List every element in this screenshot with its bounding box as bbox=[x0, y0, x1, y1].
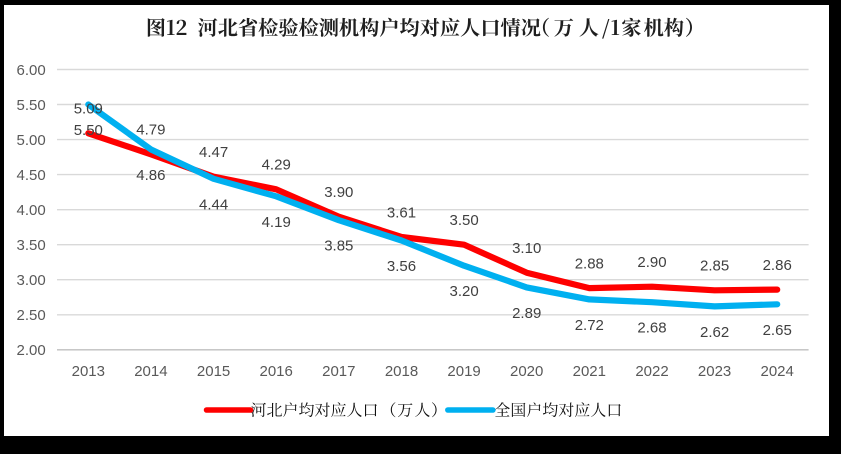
svg-text:4.50: 4.50 bbox=[16, 167, 45, 184]
svg-text:2023: 2023 bbox=[698, 363, 731, 380]
svg-text:5.00: 5.00 bbox=[16, 132, 45, 149]
svg-text:3.85: 3.85 bbox=[324, 238, 353, 255]
svg-text:5.50: 5.50 bbox=[74, 122, 103, 139]
svg-text:3.10: 3.10 bbox=[512, 240, 541, 257]
svg-text:3.50: 3.50 bbox=[449, 212, 478, 229]
svg-text:3.56: 3.56 bbox=[387, 258, 416, 275]
svg-text:2018: 2018 bbox=[385, 363, 418, 380]
svg-text:4.79: 4.79 bbox=[136, 122, 165, 139]
svg-text:4.00: 4.00 bbox=[16, 202, 45, 219]
svg-text:2.65: 2.65 bbox=[763, 322, 792, 339]
svg-text:2.72: 2.72 bbox=[575, 317, 604, 334]
svg-text:4.86: 4.86 bbox=[136, 167, 165, 184]
svg-text:2022: 2022 bbox=[635, 363, 668, 380]
svg-text:2.86: 2.86 bbox=[763, 257, 792, 274]
svg-text:3.20: 3.20 bbox=[449, 283, 478, 300]
svg-text:2019: 2019 bbox=[447, 363, 480, 380]
svg-text:2.89: 2.89 bbox=[512, 305, 541, 322]
svg-text:2.85: 2.85 bbox=[700, 258, 729, 275]
svg-text:4.44: 4.44 bbox=[199, 196, 228, 213]
svg-text:2.88: 2.88 bbox=[575, 256, 604, 273]
svg-text:5.09: 5.09 bbox=[74, 101, 103, 118]
svg-text:4.29: 4.29 bbox=[262, 157, 291, 174]
svg-text:2.68: 2.68 bbox=[637, 320, 666, 337]
svg-text:3.50: 3.50 bbox=[16, 237, 45, 254]
svg-text:6.00: 6.00 bbox=[16, 62, 45, 79]
svg-text:2015: 2015 bbox=[197, 363, 230, 380]
svg-text:5.50: 5.50 bbox=[16, 97, 45, 114]
svg-text:4.47: 4.47 bbox=[199, 144, 228, 161]
svg-text:2014: 2014 bbox=[134, 363, 167, 380]
svg-text:2.50: 2.50 bbox=[16, 307, 45, 324]
svg-text:2024: 2024 bbox=[761, 363, 794, 380]
svg-text:2021: 2021 bbox=[573, 363, 606, 380]
svg-text:4.19: 4.19 bbox=[262, 214, 291, 231]
svg-text:2020: 2020 bbox=[510, 363, 543, 380]
svg-text:2.00: 2.00 bbox=[16, 342, 45, 359]
svg-text:2.62: 2.62 bbox=[700, 324, 729, 341]
svg-text:3.00: 3.00 bbox=[16, 272, 45, 289]
svg-text:2016: 2016 bbox=[260, 363, 293, 380]
svg-text:3.61: 3.61 bbox=[387, 204, 416, 221]
svg-text:3.90: 3.90 bbox=[324, 184, 353, 201]
svg-text:2013: 2013 bbox=[72, 363, 105, 380]
svg-text:2.90: 2.90 bbox=[637, 254, 666, 271]
svg-text:2017: 2017 bbox=[322, 363, 355, 380]
